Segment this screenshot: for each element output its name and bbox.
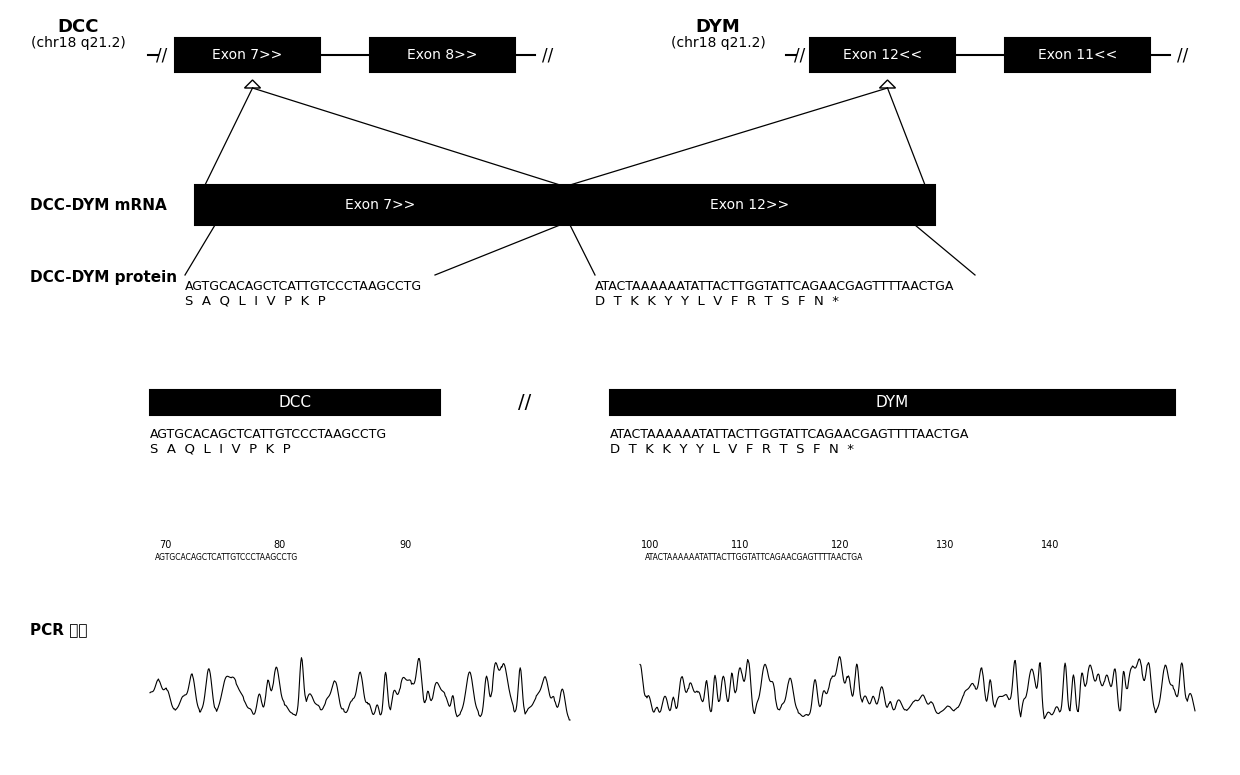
Text: PCR 验证: PCR 验证 xyxy=(30,622,88,638)
Text: AGTGCACAGCTCATTGTCCCTAAGCCTG: AGTGCACAGCTCATTGTCCCTAAGCCTG xyxy=(185,280,422,293)
Text: DYM: DYM xyxy=(875,395,909,410)
Text: DCC-DYM mRNA: DCC-DYM mRNA xyxy=(30,198,166,212)
Text: Exon 7>>: Exon 7>> xyxy=(345,198,415,212)
Bar xyxy=(195,185,935,225)
Text: (chr18 q21.2): (chr18 q21.2) xyxy=(31,36,125,50)
Text: D  T  K  K  Y  Y  L  V  F  R  T  S  F  N  *: D T K K Y Y L V F R T S F N * xyxy=(595,295,839,308)
Text: DCC: DCC xyxy=(57,18,99,36)
Text: 80: 80 xyxy=(274,540,286,550)
Text: DCC: DCC xyxy=(279,395,311,410)
Text: Exon 8>>: Exon 8>> xyxy=(407,48,477,62)
Bar xyxy=(370,38,515,72)
Bar xyxy=(610,390,1176,415)
Bar xyxy=(1004,38,1149,72)
Bar xyxy=(150,390,440,415)
Text: S  A  Q  L  I  V  P  K  P: S A Q L I V P K P xyxy=(185,295,326,308)
Bar xyxy=(175,38,320,72)
Text: 100: 100 xyxy=(641,540,660,550)
Text: 140: 140 xyxy=(1040,540,1059,550)
Text: ATACTAAAAAATATTACTTGGTATTCAGAACGAGTTTTAACTGA: ATACTAAAAAATATTACTTGGTATTCAGAACGAGTTTTAA… xyxy=(595,280,955,293)
Text: //: // xyxy=(542,46,553,64)
Text: DCC-DYM protein: DCC-DYM protein xyxy=(30,270,177,285)
Text: Exon 12>>: Exon 12>> xyxy=(711,198,790,212)
Text: DYM: DYM xyxy=(696,18,740,36)
Text: //: // xyxy=(795,46,806,64)
Text: 110: 110 xyxy=(730,540,749,550)
Text: (chr18 q21.2): (chr18 q21.2) xyxy=(671,36,765,50)
Text: D  T  K  K  Y  Y  L  V  F  R  T  S  F  N  *: D T K K Y Y L V F R T S F N * xyxy=(610,443,854,456)
Text: //: // xyxy=(1177,46,1189,64)
Text: Exon 12<<: Exon 12<< xyxy=(843,48,923,62)
Text: 70: 70 xyxy=(159,540,171,550)
Text: 120: 120 xyxy=(831,540,849,550)
Text: 130: 130 xyxy=(936,540,955,550)
Text: ATACTAAAAAATATTACTTGGTATTCAGAACGAGTTTTAACTGA: ATACTAAAAAATATTACTTGGTATTCAGAACGAGTTTTAA… xyxy=(610,428,970,441)
Text: //: // xyxy=(518,393,532,412)
Text: 90: 90 xyxy=(399,540,412,550)
Text: AGTGCACAGCTCATTGTCCCTAAGCCTG: AGTGCACAGCTCATTGTCCCTAAGCCTG xyxy=(150,428,387,441)
Text: S  A  Q  L  I  V  P  K  P: S A Q L I V P K P xyxy=(150,443,290,456)
Bar xyxy=(810,38,955,72)
Text: Exon 7>>: Exon 7>> xyxy=(212,48,283,62)
Text: AGTGCACAGCTCATTGTCCCTAAGCCTG: AGTGCACAGCTCATTGTCCCTAAGCCTG xyxy=(155,553,299,562)
Text: ATACTAAAAAATATTACTTGGTATTCAGAACGAGTTTTAACTGA: ATACTAAAAAATATTACTTGGTATTCAGAACGAGTTTTAA… xyxy=(645,553,863,562)
Text: Exon 11<<: Exon 11<< xyxy=(1038,48,1117,62)
Text: //: // xyxy=(156,46,167,64)
